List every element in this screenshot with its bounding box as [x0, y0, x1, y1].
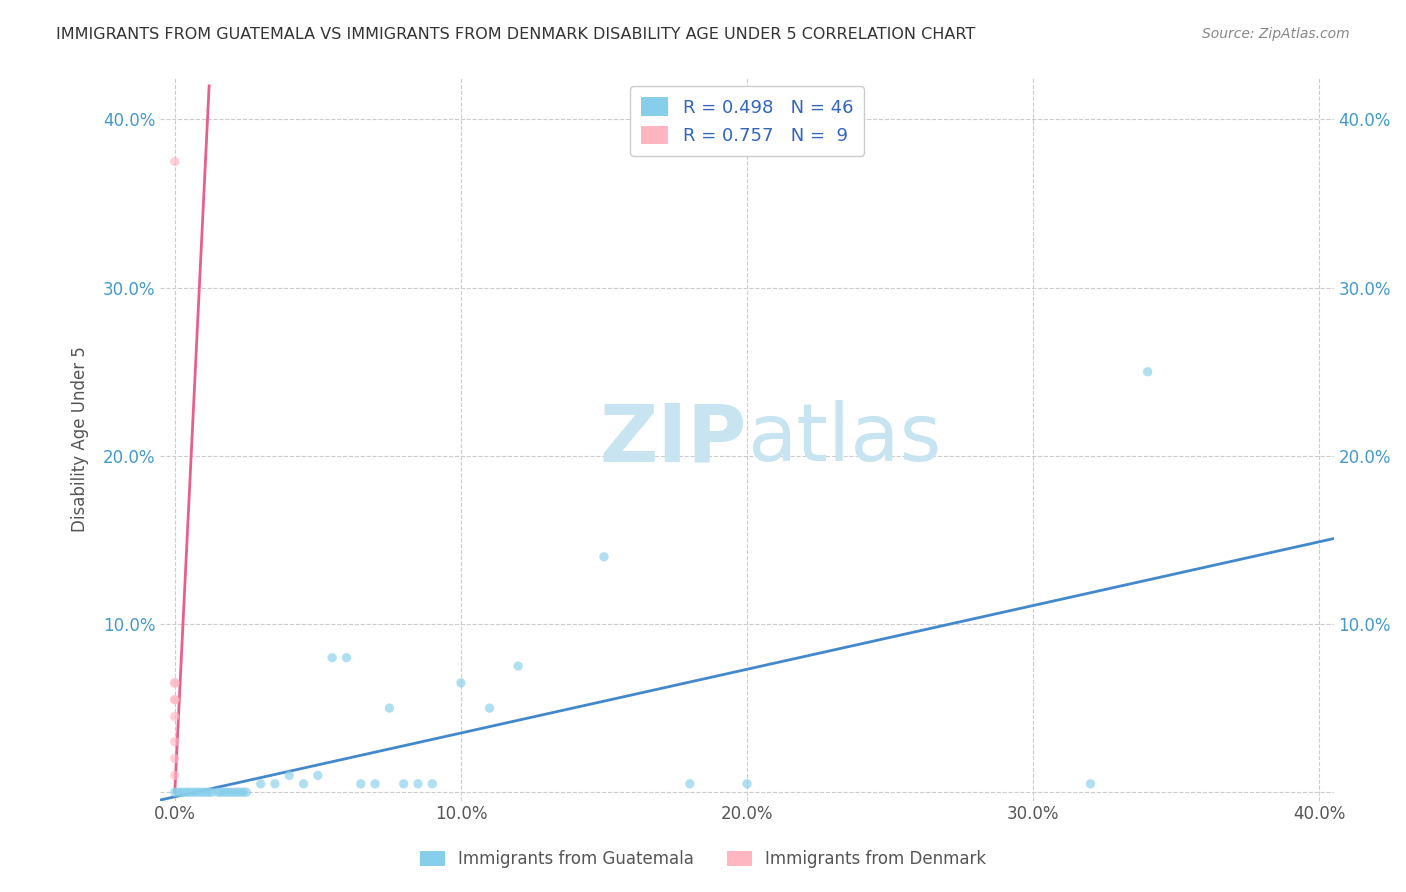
- Point: [224, 785, 246, 799]
- Point: [378, 701, 401, 715]
- Point: [232, 785, 254, 799]
- Point: [593, 549, 616, 564]
- Point: [218, 785, 240, 799]
- Point: [221, 785, 243, 799]
- Point: [450, 676, 472, 690]
- Point: [1080, 777, 1102, 791]
- Point: [229, 785, 252, 799]
- Point: [364, 777, 387, 791]
- Point: [172, 785, 194, 799]
- Legend: Immigrants from Guatemala, Immigrants from Denmark: Immigrants from Guatemala, Immigrants fr…: [413, 844, 993, 875]
- Point: [249, 777, 271, 791]
- Point: [406, 777, 429, 791]
- Point: [392, 777, 415, 791]
- Point: [193, 785, 215, 799]
- Point: [195, 785, 218, 799]
- Point: [679, 777, 702, 791]
- Point: [163, 676, 186, 690]
- Point: [207, 785, 229, 799]
- Point: [209, 785, 232, 799]
- Point: [177, 785, 200, 799]
- Point: [307, 768, 329, 782]
- Point: [163, 692, 186, 706]
- Point: [169, 785, 191, 799]
- Point: [335, 650, 357, 665]
- Point: [235, 785, 257, 799]
- Point: [735, 777, 758, 791]
- Point: [226, 785, 249, 799]
- Point: [163, 768, 186, 782]
- Point: [163, 735, 186, 749]
- Point: [187, 785, 209, 799]
- Point: [321, 650, 343, 665]
- Point: [190, 785, 212, 799]
- Point: [184, 785, 207, 799]
- Point: [215, 785, 238, 799]
- Point: [174, 785, 197, 799]
- Point: [420, 777, 443, 791]
- Point: [350, 777, 373, 791]
- Point: [163, 785, 186, 799]
- Text: IMMIGRANTS FROM GUATEMALA VS IMMIGRANTS FROM DENMARK DISABILITY AGE UNDER 5 CORR: IMMIGRANTS FROM GUATEMALA VS IMMIGRANTS …: [56, 27, 976, 42]
- Point: [264, 777, 287, 791]
- Point: [163, 709, 186, 723]
- Point: [163, 154, 186, 169]
- Point: [278, 768, 301, 782]
- Point: [163, 751, 186, 765]
- Point: [1136, 365, 1159, 379]
- Point: [198, 785, 221, 799]
- Point: [508, 659, 530, 673]
- Point: [478, 701, 501, 715]
- Legend: R = 0.498   N = 46, R = 0.757   N =  9: R = 0.498 N = 46, R = 0.757 N = 9: [630, 87, 863, 156]
- Point: [181, 785, 204, 799]
- Text: Source: ZipAtlas.com: Source: ZipAtlas.com: [1202, 27, 1350, 41]
- Point: [163, 676, 186, 690]
- Point: [201, 785, 224, 799]
- Y-axis label: Disability Age Under 5: Disability Age Under 5: [72, 346, 89, 532]
- Text: atlas: atlas: [747, 400, 942, 478]
- Text: ZIP: ZIP: [600, 400, 747, 478]
- Point: [163, 692, 186, 706]
- Point: [166, 785, 188, 799]
- Point: [292, 777, 315, 791]
- Point: [212, 785, 235, 799]
